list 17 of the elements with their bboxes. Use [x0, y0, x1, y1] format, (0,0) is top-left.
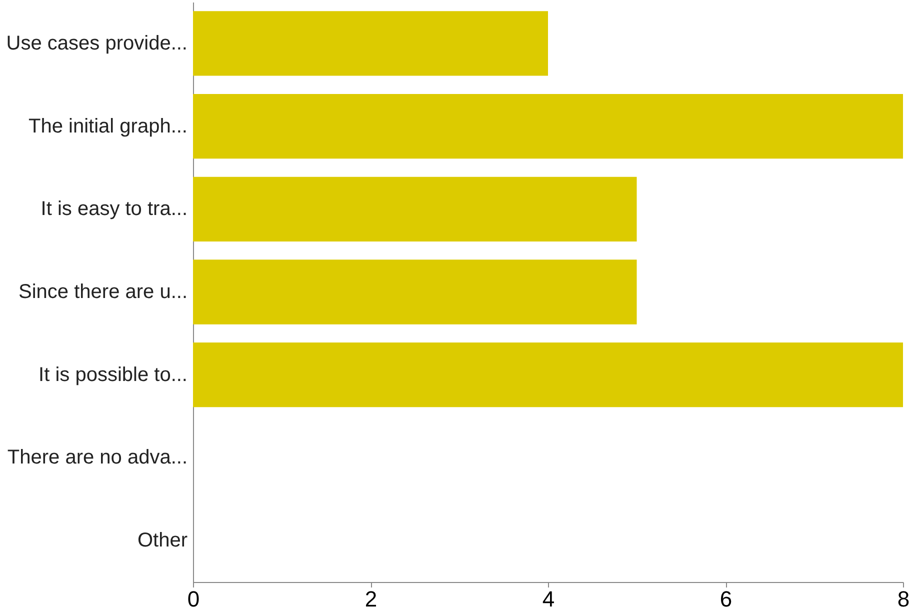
x-tick-label: 4: [542, 586, 555, 612]
y-tick-label: Other: [137, 530, 188, 552]
y-tick-label: Since there are u...: [18, 281, 188, 303]
x-tick-label: 6: [720, 586, 732, 612]
y-tick-label: It is possible to...: [38, 364, 188, 386]
y-tick-label: Use cases provide...: [6, 32, 188, 54]
x-tick-label: 8: [897, 586, 910, 612]
bar: [193, 94, 903, 159]
bar: [193, 342, 903, 408]
x-tick-label: 0: [187, 586, 200, 612]
x-tick-label: 2: [364, 586, 378, 612]
y-tick-label: The initial graph...: [28, 115, 188, 138]
y-tick-label: It is easy to tra...: [40, 198, 188, 220]
bar: [193, 11, 548, 76]
y-tick-label: There are no adva...: [7, 446, 188, 469]
bar: [193, 176, 637, 242]
bar: [193, 260, 637, 324]
